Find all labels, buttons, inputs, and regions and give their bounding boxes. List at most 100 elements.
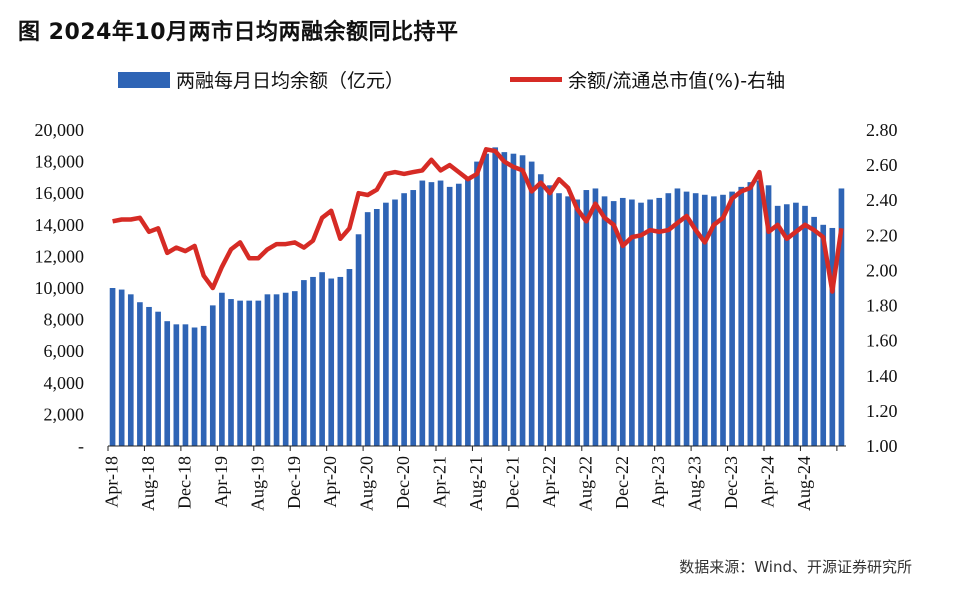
bar [310, 276, 316, 446]
bar [547, 185, 553, 447]
bar [392, 199, 398, 446]
bar [228, 299, 234, 446]
x-tick-label: Apr-23 [648, 456, 668, 508]
bar [638, 202, 644, 446]
right-tick-label: 1.00 [866, 436, 898, 456]
bar [765, 185, 772, 447]
x-tick-label: Dec-20 [393, 456, 413, 509]
x-tick-label: Dec-23 [721, 456, 741, 509]
left-tick-label: 12,000 [35, 246, 85, 266]
x-tick-label: Apr-20 [320, 456, 340, 508]
axes [107, 445, 846, 451]
bar [355, 234, 362, 446]
right-tick-label: 1.80 [866, 296, 898, 316]
legend-swatch-bar [118, 71, 170, 88]
bar [219, 292, 225, 446]
x-tick-label: Apr-21 [430, 456, 450, 508]
bar [811, 216, 817, 446]
x-tick-label: Aug-19 [247, 456, 267, 511]
bar [109, 288, 116, 446]
bar [619, 197, 626, 446]
bar [528, 161, 535, 446]
bar [829, 227, 836, 446]
left-tick-label: 6,000 [44, 341, 85, 361]
left-tick-label: 8,000 [44, 310, 85, 330]
bar [665, 193, 672, 446]
left-tick-label: 4,000 [44, 373, 85, 393]
bar [701, 194, 708, 446]
bar [501, 152, 508, 446]
bar [446, 186, 453, 446]
left-tick-label: 16,000 [35, 183, 85, 203]
bar [401, 193, 407, 446]
x-tick-label: Dec-21 [502, 456, 522, 509]
bar [182, 324, 189, 446]
legend-item-bar: 两融每月日均余额（亿元） [118, 66, 404, 93]
left-tick-label: 10,000 [35, 278, 85, 298]
bar [301, 280, 307, 446]
bar [601, 196, 608, 446]
bar [465, 177, 471, 446]
bar [583, 190, 590, 446]
bar [319, 272, 325, 446]
bar [802, 205, 808, 446]
bar [747, 182, 754, 446]
bar [155, 311, 161, 446]
right-tick-label: 2.40 [866, 190, 898, 210]
bar-series [109, 147, 845, 447]
bar [273, 294, 280, 446]
x-tick-label: Dec-22 [612, 456, 632, 509]
bar [410, 190, 417, 446]
x-axis-ticks: Apr-18 Aug-18 Dec-18 Apr-19 Aug-19 Dec-19 Apr-… [102, 456, 814, 511]
bar [683, 191, 690, 446]
legend-label-bar: 两融每月日均余额（亿元） [176, 70, 405, 92]
bar [246, 300, 253, 446]
bar [729, 191, 735, 446]
x-tick-label: Apr-22 [539, 456, 559, 508]
x-tick-label: Dec-18 [174, 456, 194, 509]
bar [137, 302, 143, 446]
bar [820, 224, 827, 446]
bar [492, 147, 499, 446]
legend-label-line: 余额/流通总市值(%)-右轴 [568, 70, 786, 92]
bar [783, 204, 790, 446]
bar [346, 269, 353, 446]
bar [328, 278, 335, 446]
bar [647, 199, 653, 446]
bar [146, 306, 152, 446]
bar [592, 188, 599, 446]
left-tick-label: 20,000 [35, 120, 85, 140]
bar [455, 183, 462, 446]
bar [474, 161, 480, 446]
line-series [112, 147, 844, 294]
bar [556, 193, 562, 446]
bar [519, 155, 526, 446]
left-tick-label: - [78, 436, 84, 456]
legend-swatch-line [510, 77, 562, 82]
bar [255, 300, 262, 446]
left-tick-label: 18,000 [35, 152, 85, 172]
source-note: 数据来源：Wind、开源证券研究所 [679, 558, 912, 576]
bar [383, 202, 389, 446]
bar [373, 209, 380, 446]
bar [537, 174, 544, 447]
bar [610, 201, 617, 446]
bar [364, 212, 371, 446]
bar [574, 199, 581, 446]
chart-title: 图 2024年10月两市日均两融余额同比持平 [18, 20, 459, 45]
bar [711, 196, 717, 446]
bar [483, 153, 489, 446]
bar [164, 321, 171, 446]
bar [674, 188, 681, 446]
x-tick-label: Aug-23 [685, 456, 705, 511]
bar [191, 327, 198, 446]
bar [200, 325, 207, 446]
right-tick-label: 2.00 [866, 260, 898, 280]
x-tick-label: Apr-19 [211, 456, 231, 508]
x-tick-label: Aug-20 [357, 456, 377, 511]
bar [209, 305, 216, 446]
right-tick-label: 2.60 [866, 155, 898, 175]
left-tick-label: 2,000 [44, 404, 85, 424]
right-tick-label: 2.80 [866, 120, 898, 140]
bar [738, 186, 745, 446]
